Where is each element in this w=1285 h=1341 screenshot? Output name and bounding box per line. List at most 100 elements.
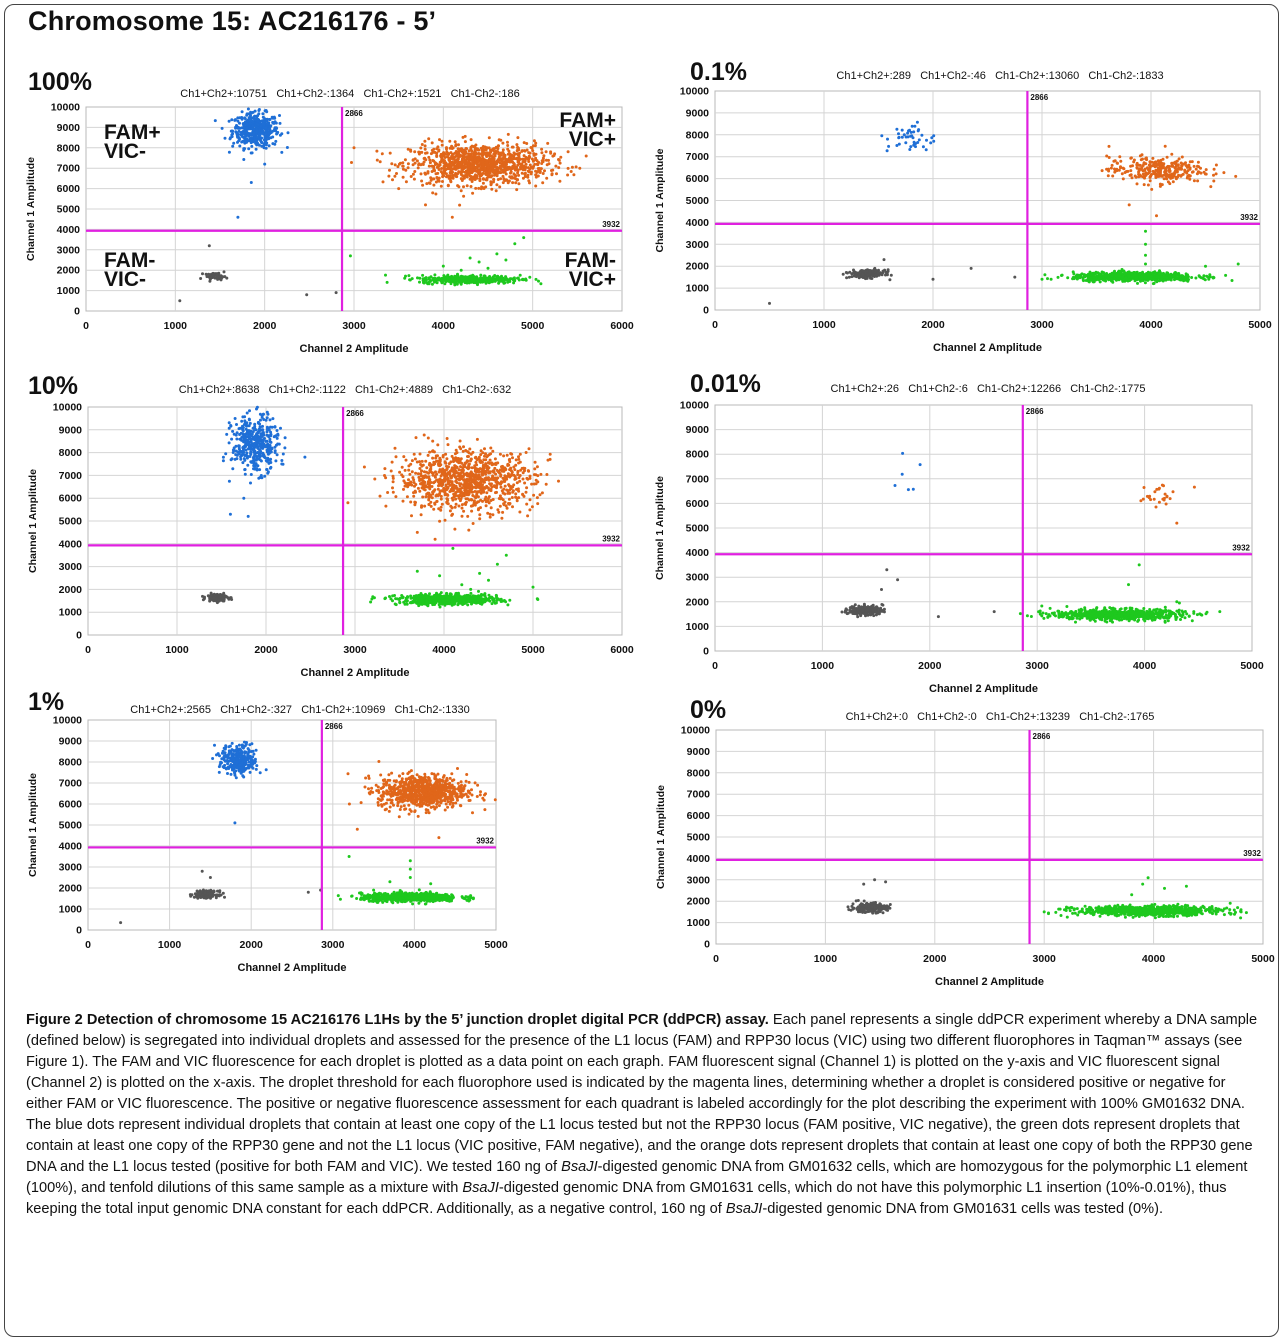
droplet-point bbox=[491, 498, 495, 501]
droplet-point bbox=[1174, 277, 1178, 280]
droplet-point bbox=[471, 450, 475, 454]
droplet-point bbox=[1199, 171, 1203, 175]
droplet-point bbox=[409, 149, 413, 153]
droplet-point bbox=[390, 162, 394, 166]
droplet-point bbox=[574, 165, 578, 169]
droplet-point bbox=[265, 110, 269, 114]
droplet-point bbox=[464, 497, 468, 501]
droplet-point bbox=[468, 256, 472, 260]
droplet-point bbox=[429, 504, 433, 508]
droplet-point bbox=[1142, 183, 1146, 187]
droplet-point bbox=[434, 459, 438, 463]
droplet-point bbox=[924, 148, 928, 152]
droplet-point bbox=[501, 174, 505, 178]
droplet-point bbox=[223, 136, 227, 140]
droplet-point bbox=[517, 173, 521, 177]
droplet-point bbox=[1128, 173, 1132, 177]
y-tick-label: 7000 bbox=[57, 163, 81, 175]
droplet-point bbox=[1190, 276, 1194, 279]
droplet-point bbox=[1146, 278, 1150, 282]
droplet-point bbox=[448, 509, 452, 513]
droplet-point bbox=[388, 151, 392, 155]
droplet-point bbox=[768, 301, 771, 305]
droplet-point bbox=[445, 147, 448, 151]
droplet-point bbox=[503, 154, 507, 158]
droplet-point bbox=[460, 477, 464, 481]
droplet-point bbox=[454, 491, 458, 495]
droplet-point bbox=[495, 165, 499, 169]
droplet-point bbox=[350, 161, 353, 164]
droplet-point bbox=[1159, 174, 1163, 178]
droplet-point bbox=[511, 145, 515, 149]
droplet-point bbox=[385, 280, 389, 284]
droplet-point bbox=[1202, 277, 1206, 281]
droplet-point bbox=[1121, 279, 1125, 283]
droplet-point bbox=[395, 172, 398, 175]
droplet-point bbox=[305, 293, 309, 297]
droplet-point bbox=[900, 135, 904, 139]
droplet-point bbox=[510, 452, 514, 456]
y-tick-label: 6000 bbox=[57, 183, 81, 195]
droplet-point bbox=[460, 461, 464, 465]
droplet-point bbox=[882, 258, 886, 262]
droplet-point bbox=[466, 467, 470, 471]
droplet-point bbox=[930, 136, 934, 140]
y-tick-label: 6000 bbox=[59, 493, 83, 505]
droplet-point bbox=[470, 279, 474, 283]
droplet-point bbox=[450, 474, 454, 478]
droplet-point bbox=[487, 466, 491, 470]
droplet-point bbox=[481, 483, 484, 487]
y-tick-label: 2000 bbox=[57, 265, 81, 277]
droplet-point bbox=[511, 456, 514, 460]
droplet-point bbox=[249, 181, 253, 184]
droplet-point bbox=[229, 424, 233, 427]
droplet-point bbox=[430, 282, 434, 286]
droplet-point bbox=[489, 452, 493, 456]
droplet-point bbox=[456, 172, 459, 176]
chart-panel-3: 0100020003000400050006000700080009000100… bbox=[27, 372, 634, 679]
droplet-point bbox=[1148, 175, 1152, 179]
droplet-point bbox=[548, 452, 552, 456]
droplet-point bbox=[485, 161, 489, 164]
droplet-point bbox=[460, 506, 464, 510]
droplet-point bbox=[517, 182, 521, 186]
droplet-point bbox=[253, 441, 256, 445]
droplet-point bbox=[501, 510, 505, 514]
droplet-point bbox=[231, 144, 235, 148]
droplet-point bbox=[258, 422, 262, 426]
droplet-point bbox=[466, 514, 470, 518]
droplet-point bbox=[260, 136, 264, 140]
droplet-point bbox=[491, 513, 495, 517]
droplet-point bbox=[393, 446, 397, 450]
droplet-point bbox=[245, 451, 249, 455]
droplet-point bbox=[221, 459, 225, 463]
droplet-point bbox=[263, 117, 267, 121]
droplet-point bbox=[868, 269, 872, 273]
droplet-point bbox=[274, 121, 278, 125]
droplet-point bbox=[412, 478, 416, 482]
droplet-point bbox=[241, 429, 245, 433]
droplet-point bbox=[470, 158, 474, 162]
droplet-point bbox=[1147, 168, 1151, 172]
droplet-point bbox=[431, 191, 435, 195]
droplet-point bbox=[427, 181, 431, 185]
x-tick-label: 3000 bbox=[342, 320, 366, 332]
droplet-point bbox=[1177, 173, 1181, 177]
droplet-point bbox=[462, 276, 466, 280]
droplet-point bbox=[410, 514, 413, 518]
droplet-point bbox=[414, 471, 418, 475]
droplet-point bbox=[881, 269, 885, 273]
droplet-point bbox=[426, 436, 430, 440]
droplet-point bbox=[551, 168, 555, 172]
droplet-point bbox=[249, 110, 253, 114]
droplet-point bbox=[528, 508, 532, 512]
droplet-point bbox=[413, 489, 417, 493]
droplet-point bbox=[454, 479, 458, 483]
droplet-point bbox=[483, 447, 486, 451]
droplet-point bbox=[443, 461, 447, 464]
droplet-point bbox=[255, 467, 259, 471]
y-tick-label: 9000 bbox=[57, 122, 81, 134]
droplet-point bbox=[393, 174, 397, 178]
droplet-point bbox=[1107, 156, 1111, 159]
droplet-point bbox=[1146, 172, 1150, 176]
